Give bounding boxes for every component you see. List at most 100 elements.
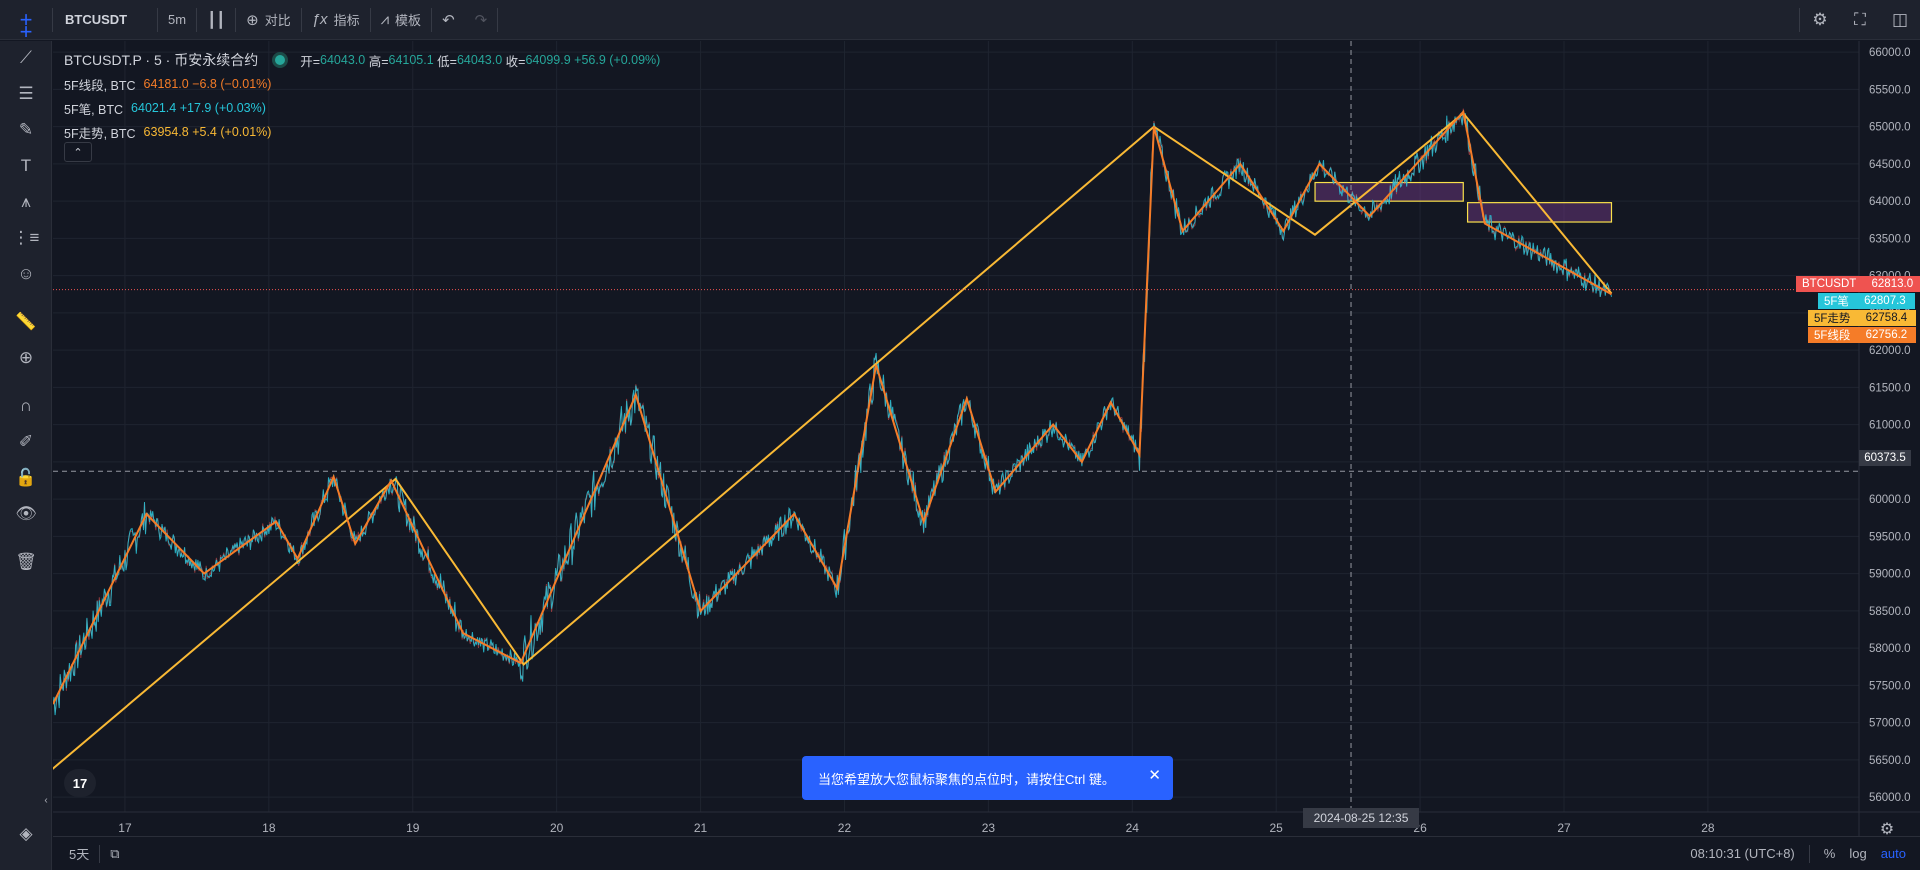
text-tool[interactable]: T xyxy=(0,149,52,183)
study-row[interactable]: 5F笔, BTC 64021.4 +17.9 (+0.03%) xyxy=(64,96,660,120)
y-tick-label: 64000.0 xyxy=(1869,196,1911,208)
screenshot-button[interactable]: ◫ xyxy=(1880,0,1920,40)
hint-toast: 当您希望放大您鼠标聚焦的点位时，请按住Ctrl 键。 ✕ xyxy=(802,756,1173,800)
y-tick-label: 58500.0 xyxy=(1869,606,1911,618)
series-line xyxy=(53,109,1612,705)
divider xyxy=(1799,7,1800,32)
high-value: 64105.1 xyxy=(388,53,434,67)
crosshair-price-label: 60373.5 xyxy=(1859,450,1911,466)
remove-tool[interactable]: 🗑 xyxy=(0,545,52,579)
fullscreen-button[interactable]: ⛶ xyxy=(1840,0,1880,40)
fullscreen-icon: ⛶ xyxy=(1854,9,1866,29)
zoom-tool[interactable]: ⊕ xyxy=(0,341,52,375)
smiley-icon: ☺ xyxy=(17,264,35,283)
timezone-button[interactable]: 08:10:31 (UTC+8) xyxy=(1690,846,1795,861)
fib-tool[interactable]: ☰ xyxy=(0,77,52,111)
cursor-tool[interactable]: + xyxy=(0,15,52,49)
y-tick-label: 56500.0 xyxy=(1869,755,1911,767)
prediction-tool[interactable]: ⋮≡ xyxy=(0,221,52,255)
emoji-tool[interactable]: ☺ xyxy=(0,257,52,291)
magnet-icon: ∩ xyxy=(19,396,33,415)
price-label-bi: 5F笔 62807.3 xyxy=(1818,293,1915,309)
settings-button[interactable]: ⚙ xyxy=(1800,0,1840,40)
price-label-name: 5F笔 xyxy=(1818,293,1855,309)
y-tick-label: 64500.0 xyxy=(1869,159,1911,171)
redo-button[interactable]: ↷ xyxy=(465,0,498,40)
undo-button[interactable]: ↶ xyxy=(432,0,465,40)
percent-toggle[interactable]: % xyxy=(1823,846,1836,861)
close-value: 64099.9 xyxy=(525,53,571,67)
study-row[interactable]: 5F走势, BTC 63954.8 +5.4 (+0.01%) xyxy=(64,120,660,144)
crosshair-icon: + xyxy=(19,19,33,44)
close-icon[interactable]: ✕ xyxy=(1148,767,1161,784)
x-tick-label: 21 xyxy=(694,821,708,835)
study-row[interactable]: 5F线段, BTC 64181.0 −6.8 (−0.01%) xyxy=(64,72,660,96)
magnet-tool[interactable]: ∩ xyxy=(0,389,52,423)
price-chart[interactable]: 56000.0 56500.0 57000.0 57500.0 58000.0 58500… xyxy=(53,41,1920,836)
chart-type-button[interactable]: ┃┃ xyxy=(197,0,235,40)
lock-tool[interactable]: 🔓 xyxy=(0,461,52,495)
y-tick-label: 60000.0 xyxy=(1869,494,1911,506)
y-tick-label: 62000.0 xyxy=(1869,345,1911,357)
chevron-up-icon: ⌃ xyxy=(73,146,83,159)
chevron-left-icon: ‹ xyxy=(44,794,48,806)
price-label-zoushi: 5F走势 62758.4 xyxy=(1808,310,1917,326)
calendar-icon: ⧉ xyxy=(110,845,120,861)
chart-legend: BTCUSDT.P · 5 · 币安永续合约 开= 64043.0 高= 64105… xyxy=(64,48,660,144)
compare-label: 对比 xyxy=(264,13,291,28)
compare-button[interactable]: ⊕ 对比 xyxy=(236,0,301,40)
templates-button[interactable]: ⩘ 模板 xyxy=(371,0,431,40)
pattern-tool[interactable]: ⩚ xyxy=(0,185,52,219)
toast-message: 当您希望放大您鼠标聚焦的点位时，请按住Ctrl 键。 xyxy=(818,771,1115,787)
x-tick-label: 20 xyxy=(550,821,564,835)
open-value: 64043.0 xyxy=(320,53,366,67)
price-label-name: 5F走势 xyxy=(1808,310,1857,326)
object-tree-button[interactable]: ◈ xyxy=(0,817,52,851)
symbol-title: BTCUSDT.P · 5 · 币安永续合约 xyxy=(64,52,259,68)
y-tick-label: 56000.0 xyxy=(1869,792,1911,804)
high-label: 高= xyxy=(368,54,389,69)
y-tick-label: 57500.0 xyxy=(1869,680,1911,692)
indicators-label: 指标 xyxy=(333,13,360,28)
auto-scale-toggle[interactable]: auto xyxy=(1880,846,1906,861)
range-5d-button[interactable]: 5天 xyxy=(69,847,90,862)
interval-button[interactable]: 5m xyxy=(168,12,187,27)
divider xyxy=(157,7,158,32)
measure-tool[interactable]: 📏 xyxy=(0,305,52,339)
indicators-button[interactable]: ƒx 指标 xyxy=(302,0,370,40)
function-icon: ƒx xyxy=(311,11,328,28)
goto-date-button[interactable]: ⧉ xyxy=(100,846,129,862)
tradingview-logo[interactable]: 17 xyxy=(64,769,96,797)
hide-tool[interactable]: 👁 xyxy=(0,497,52,531)
stay-drawing-tool[interactable]: ✐ xyxy=(0,425,52,459)
trendline-tool[interactable]: ⟋ xyxy=(0,41,52,75)
divider xyxy=(52,7,53,32)
ruler-icon: 📏 xyxy=(15,312,37,331)
gear-icon: ⚙ xyxy=(1812,9,1828,29)
eye-icon: 👁 xyxy=(15,504,37,523)
divider xyxy=(99,844,101,863)
lock-icon: 🔓 xyxy=(15,468,37,487)
legend-main-row: BTCUSDT.P · 5 · 币安永续合约 开= 64043.0 高= 64105… xyxy=(64,48,660,72)
y-tick-label: 66000.0 xyxy=(1869,47,1911,59)
templates-icon: ⩘ xyxy=(380,11,390,28)
open-label: 开= xyxy=(300,54,321,69)
prediction-icon: ⋮≡ xyxy=(12,228,40,247)
crosshair-time-label: 2024-08-25 12:35 xyxy=(1303,808,1419,828)
zoom-in-icon: ⊕ xyxy=(18,348,34,367)
price-label-xianduan: 5F线段 62756.2 xyxy=(1808,327,1917,343)
study-value: 64021.4 +17.9 (+0.03%) xyxy=(131,101,266,115)
chart-area[interactable]: 56000.0 56500.0 57000.0 57500.0 58000.0 58500… xyxy=(53,41,1920,870)
top-toolbar: + BTCUSDT 5m ┃┃ ⊕ 对比 ƒx 指标 ⩘ 模板 ↶ ↷ ⚙ ⛶ ◫ xyxy=(0,0,1920,40)
redo-icon: ↷ xyxy=(474,11,488,29)
log-toggle[interactable]: log xyxy=(1849,846,1867,861)
crosshair-icon[interactable]: + xyxy=(19,6,33,32)
divider xyxy=(497,7,499,32)
symbol-search-button[interactable]: BTCUSDT xyxy=(65,12,128,27)
brush-tool[interactable]: ✎ xyxy=(0,113,52,147)
trash-icon: 🗑 xyxy=(15,552,37,571)
collapse-toolbar-button[interactable]: ‹ xyxy=(40,783,52,817)
study-value: 63954.8 +5.4 (+0.01%) xyxy=(143,125,272,139)
legend-collapse-button[interactable]: ⌃ xyxy=(64,142,92,162)
close-label: 收= xyxy=(505,54,526,69)
